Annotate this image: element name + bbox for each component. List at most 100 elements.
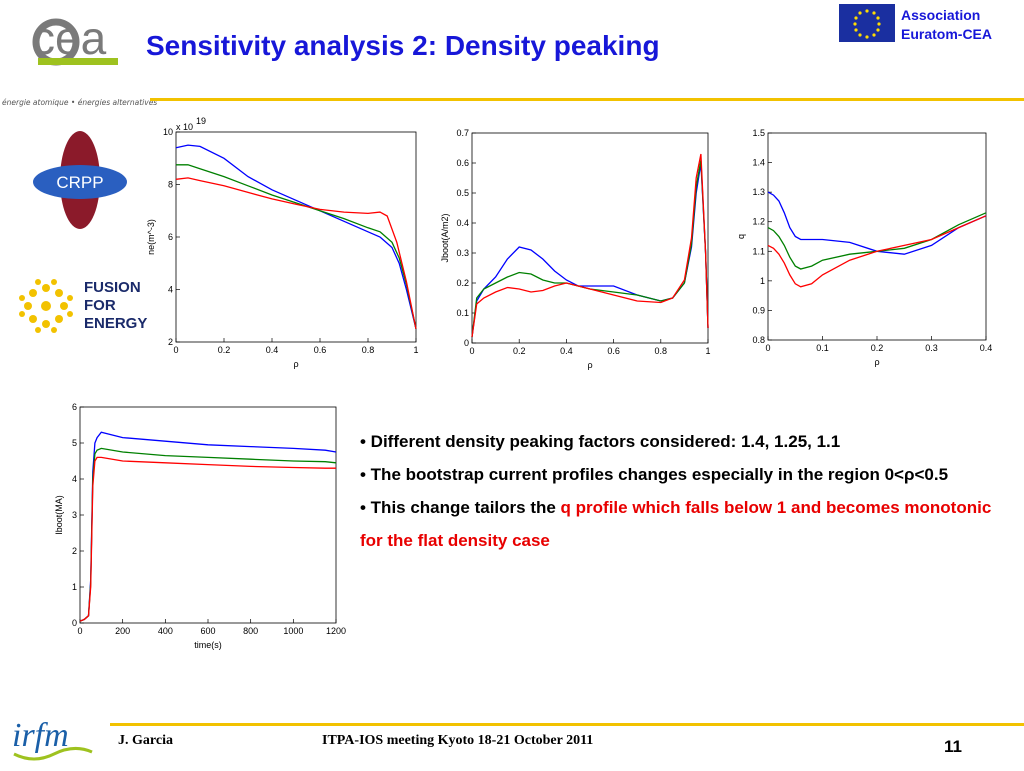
- x-tick-label: 0.2: [513, 346, 526, 356]
- top-rule: [150, 98, 1024, 101]
- y-tick-label: 0.1: [456, 308, 469, 318]
- y-tick-label: 1: [72, 582, 77, 592]
- y-tick-label: 0.4: [456, 218, 469, 228]
- y-tick-label: 0: [72, 618, 77, 628]
- f4e-word-2: FOR: [84, 297, 116, 314]
- y-tick-label: 1.3: [752, 187, 765, 197]
- x-tick-label: 0: [173, 345, 178, 355]
- x-tick-label: 0.2: [218, 345, 231, 355]
- y-tick-label: 5: [72, 438, 77, 448]
- page-number: 11: [944, 737, 962, 756]
- euratom-logo: Association Euratom-CEA: [839, 4, 1021, 46]
- x-axis-label: ρ: [874, 357, 879, 367]
- exponent-superscript: 19: [196, 116, 206, 126]
- x-tick-label: 1000: [283, 626, 303, 636]
- y-tick-label: 1.5: [752, 128, 765, 138]
- x-tick-label: 0.8: [655, 346, 668, 356]
- x-axis-label: time(s): [194, 640, 222, 650]
- bullet-3-text: • This change tailors the: [360, 498, 561, 517]
- x-tick-label: 0.2: [871, 343, 884, 353]
- y-tick-label: 0.2: [456, 278, 469, 288]
- cea-logo: cea: [0, 0, 152, 106]
- y-tick-label: 0.3: [456, 248, 469, 258]
- cea-wordmark: cea: [32, 12, 107, 64]
- x-axis-label: ρ: [293, 359, 298, 369]
- plot-frame: [79, 406, 337, 624]
- y-tick-label: 2: [72, 546, 77, 556]
- bullet-list: • Different density peaking factors cons…: [360, 425, 1000, 557]
- bootstrap-current-plot: 0 0.2 0.4 0.6 0.8 1 0 0.1 0.2 0.3 0.4 0.5 0.6 0.7 ρ Jbo…: [430, 120, 730, 380]
- y-tick-label: 4: [72, 474, 77, 484]
- y-tick-label: 3: [72, 510, 77, 520]
- y-axis-label: q: [736, 234, 746, 239]
- x-tick-label: 600: [200, 626, 215, 636]
- red-series-line: [767, 215, 987, 288]
- bullet-3-highlight: q profile which falls below 1 and become…: [360, 498, 992, 550]
- euratom-line1: Association: [901, 7, 981, 23]
- f4e-word-3: ENERGY: [84, 315, 147, 332]
- red-series-line: [471, 153, 709, 338]
- green-series-line: [767, 212, 987, 270]
- plot-frame: [175, 131, 417, 343]
- bootstrap-time-trace-plot: 0 200 400 600 800 1000 1200 0 1 2 3 4 5 6 time(s) Iboot…: [50, 396, 360, 658]
- x-tick-label: 800: [243, 626, 258, 636]
- x-tick-label: 0.3: [925, 343, 938, 353]
- x-tick-label: 1200: [326, 626, 346, 636]
- fusion-for-energy-logo: FUSION FOR ENERGY: [14, 274, 154, 338]
- y-tick-label: 0.6: [456, 158, 469, 168]
- crpp-text: CRPP: [56, 173, 103, 192]
- plot-frame: [471, 132, 709, 344]
- y-tick-label: 8: [168, 180, 173, 190]
- y-tick-label: 0: [464, 338, 469, 348]
- x-tick-label: 0.6: [314, 345, 327, 355]
- bullet-2: • The bootstrap current profiles changes…: [360, 465, 949, 484]
- x-tick-label: 400: [158, 626, 173, 636]
- exponent-label: x 10: [176, 122, 193, 132]
- y-tick-label: 0.5: [456, 188, 469, 198]
- q-profile-plot: 0 0.1 0.2 0.3 0.4 0.8 0.9 1 1.1 1.2 1.3 1.4 1.5 ρ q: [730, 120, 1000, 370]
- x-tick-label: 0.4: [560, 346, 573, 356]
- x-axis-label: ρ: [587, 360, 592, 370]
- y-tick-label: 6: [168, 232, 173, 242]
- page-title: Sensitivity analysis 2: Density peaking: [146, 30, 660, 61]
- bottom-rule: [110, 723, 1024, 726]
- cea-tagline: énergie atomique • énergies alternatives: [2, 98, 158, 107]
- x-tick-label: 0.6: [607, 346, 620, 356]
- x-tick-label: 1: [413, 345, 418, 355]
- y-tick-label: 1.4: [752, 158, 765, 168]
- y-tick-label: 1.2: [752, 217, 765, 227]
- irfm-wordmark: irfm: [12, 717, 69, 754]
- footer-author: J. Garcia: [118, 733, 173, 748]
- y-axis-label: ne(m^-3): [146, 219, 156, 255]
- bullet-3: • This change tailors the q profile whic…: [360, 491, 1000, 557]
- y-tick-label: 1: [760, 276, 765, 286]
- y-tick-label: 0.9: [752, 305, 765, 315]
- y-tick-label: 6: [72, 402, 77, 412]
- x-tick-label: 1: [705, 346, 710, 356]
- y-tick-label: 1.1: [752, 246, 765, 256]
- red-series-line: [175, 177, 417, 330]
- f4e-word-1: FUSION: [84, 279, 141, 296]
- crpp-logo: CRPP: [30, 130, 130, 230]
- blue-series-line: [767, 191, 987, 255]
- green-series-line: [176, 164, 417, 330]
- irfm-logo: irfm: [4, 706, 98, 766]
- x-tick-label: 0: [469, 346, 474, 356]
- y-tick-label: 10: [163, 127, 173, 137]
- x-tick-label: 0.4: [980, 343, 993, 353]
- eu-flag-icon: [839, 4, 895, 42]
- y-tick-label: 4: [168, 285, 173, 295]
- y-tick-label: 0.7: [456, 128, 469, 138]
- x-tick-label: 0: [77, 626, 82, 636]
- footer-meeting: ITPA-IOS meeting Kyoto 18-21 October 201…: [322, 733, 594, 748]
- x-tick-label: 200: [115, 626, 130, 636]
- y-axis-label: Jboot(A/m2): [440, 213, 450, 262]
- x-tick-label: 0: [765, 343, 770, 353]
- x-tick-label: 0.4: [266, 345, 279, 355]
- x-tick-label: 0.8: [362, 345, 375, 355]
- y-axis-label: Iboot(MA): [54, 495, 64, 535]
- plot-frame: [767, 132, 987, 341]
- euratom-line2: Euratom-CEA: [901, 26, 993, 42]
- y-tick-label: 2: [168, 337, 173, 347]
- bullet-1: • Different density peaking factors cons…: [360, 432, 841, 451]
